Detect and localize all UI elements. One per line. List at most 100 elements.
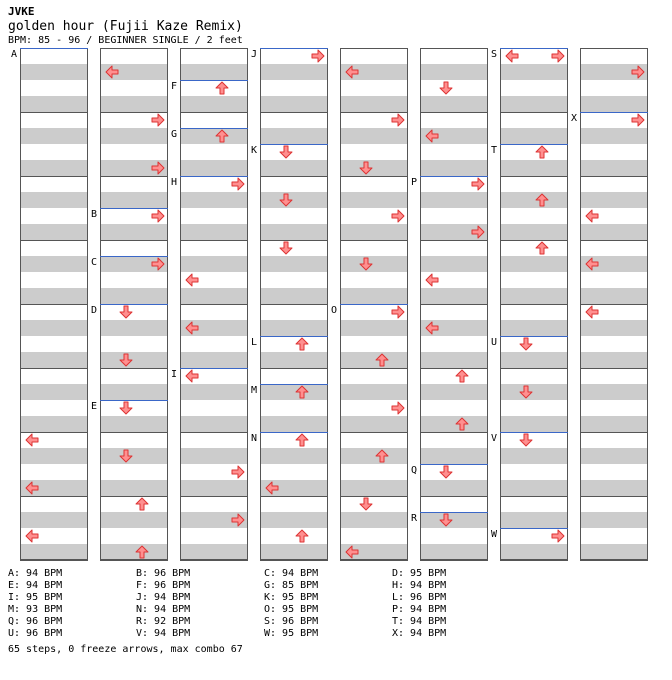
beat-band	[340, 96, 408, 112]
beat-band	[260, 384, 328, 400]
beat-band	[20, 192, 88, 208]
segment-marker-label: E	[91, 401, 97, 412]
segment-marker-label: F	[171, 81, 177, 92]
arrow-down-icon	[119, 449, 133, 463]
bpm-segment: U: 96 BPM	[8, 628, 63, 639]
arrow-right-icon	[471, 177, 485, 191]
bpm-segment: F: 96 BPM	[136, 580, 191, 591]
arrow-down-icon	[359, 497, 373, 511]
beat-band	[100, 544, 168, 560]
beat-band	[260, 512, 328, 528]
arrow-right-icon	[391, 305, 405, 319]
bpm-segment: M: 93 BPM	[8, 604, 63, 615]
arrow-left-icon	[105, 65, 119, 79]
beat-band	[180, 448, 248, 464]
beat-band	[20, 256, 88, 272]
beat-band	[580, 416, 648, 432]
beat-band	[500, 160, 568, 176]
beat-band	[580, 64, 648, 80]
beat-band	[180, 352, 248, 368]
beat-band	[100, 64, 168, 80]
beat-band	[420, 544, 488, 560]
beat-band	[580, 288, 648, 304]
arrow-up-icon	[295, 433, 309, 447]
arrow-right-icon	[151, 257, 165, 271]
arrow-down-icon	[439, 465, 453, 479]
column-border	[580, 48, 648, 560]
beat-band	[420, 384, 488, 400]
beat-band	[420, 320, 488, 336]
beat-band	[500, 416, 568, 432]
beat-band	[420, 192, 488, 208]
beat-band	[100, 448, 168, 464]
beat-band	[580, 256, 648, 272]
beat-band	[340, 512, 408, 528]
arrow-up-icon	[375, 353, 389, 367]
beat-band	[100, 256, 168, 272]
beat-band	[180, 160, 248, 176]
arrow-up-icon	[135, 497, 149, 511]
bpm-segment: K: 95 BPM	[264, 592, 319, 603]
beat-band	[580, 128, 648, 144]
arrow-right-icon	[151, 161, 165, 175]
segment-marker-label: K	[251, 145, 257, 156]
arrow-up-icon	[295, 529, 309, 543]
beat-band	[180, 384, 248, 400]
beat-band	[500, 192, 568, 208]
beat-band	[20, 96, 88, 112]
bpm-segment: O: 95 BPM	[264, 604, 319, 615]
arrow-up-icon	[535, 241, 549, 255]
arrow-down-icon	[359, 161, 373, 175]
arrow-left-icon	[265, 481, 279, 495]
arrow-up-icon	[535, 193, 549, 207]
arrow-down-icon	[519, 337, 533, 351]
bpm-segment: C: 94 BPM	[264, 568, 319, 579]
beat-band	[420, 448, 488, 464]
beat-band	[340, 352, 408, 368]
arrow-up-icon	[375, 449, 389, 463]
beat-band	[340, 192, 408, 208]
beat-band	[340, 480, 408, 496]
segment-marker-label: V	[491, 433, 497, 444]
beat-band	[20, 64, 88, 80]
segment-marker-label: O	[331, 305, 337, 316]
beat-band	[340, 448, 408, 464]
beat-band	[580, 192, 648, 208]
segment-marker-label: X	[571, 113, 577, 124]
beat-band	[180, 128, 248, 144]
segment-marker-label: W	[491, 529, 498, 540]
beat-band	[180, 256, 248, 272]
segment-marker-label: S	[491, 49, 497, 60]
column-border	[420, 48, 488, 560]
arrow-up-icon	[215, 81, 229, 95]
bpm-segment: N: 94 BPM	[136, 604, 191, 615]
beat-band	[20, 352, 88, 368]
beat-band	[420, 256, 488, 272]
beat-band	[500, 128, 568, 144]
beat-band	[100, 96, 168, 112]
arrow-left-icon	[25, 481, 39, 495]
arrow-down-icon	[279, 193, 293, 207]
beat-band	[340, 64, 408, 80]
beat-band	[580, 320, 648, 336]
beat-band	[180, 544, 248, 560]
beat-band	[180, 480, 248, 496]
arrow-down-icon	[279, 241, 293, 255]
beat-band	[500, 384, 568, 400]
bpm-segment: L: 96 BPM	[392, 592, 447, 603]
segment-marker-label: N	[251, 433, 257, 444]
beat-band	[260, 544, 328, 560]
arrow-left-icon	[585, 305, 599, 319]
arrow-left-icon	[185, 321, 199, 335]
arrow-down-icon	[439, 513, 453, 527]
beat-band	[500, 352, 568, 368]
arrow-right-icon	[391, 209, 405, 223]
bpm-segment: J: 94 BPM	[136, 592, 191, 603]
arrow-left-icon	[425, 321, 439, 335]
arrow-right-icon	[151, 113, 165, 127]
arrow-down-icon	[439, 81, 453, 95]
beat-band	[260, 416, 328, 432]
beat-band	[20, 512, 88, 528]
segment-marker-label: A	[11, 49, 17, 60]
